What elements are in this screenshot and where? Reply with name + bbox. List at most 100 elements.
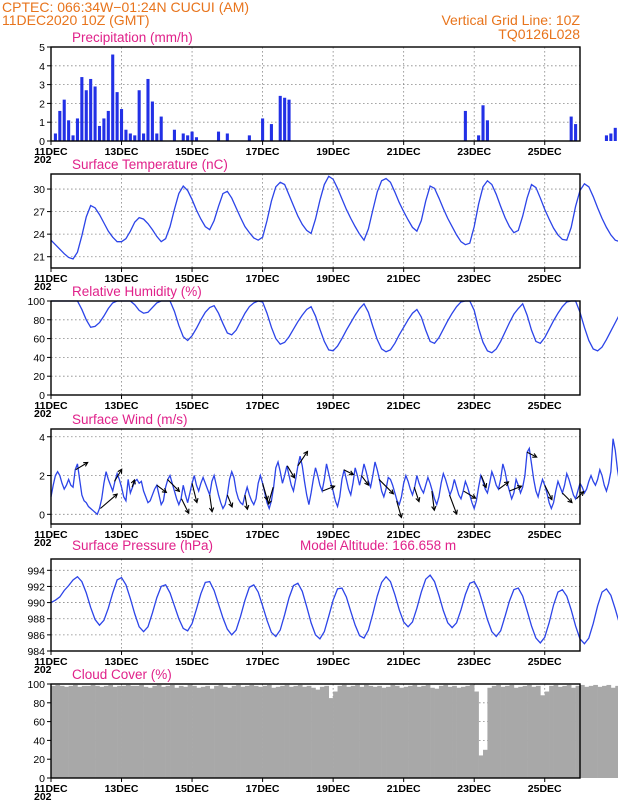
cloud-bar [580, 684, 585, 778]
wind-arrow [378, 479, 395, 495]
cloud-bar [73, 684, 78, 778]
precip-bar [106, 110, 110, 141]
precipitation-xtick-label: 15DEC [175, 146, 209, 158]
cloud-bar [236, 684, 241, 778]
cloud-bar [130, 685, 136, 778]
precipitation-ytick-label: 1 [39, 117, 45, 129]
wind-arrow [262, 483, 269, 502]
precip-bar [93, 86, 97, 141]
precipitation-ytick-label: 4 [39, 61, 45, 73]
cloud-bar [139, 684, 144, 778]
cloud-cover-ytick-label: 60 [33, 717, 45, 729]
cloud-bar [359, 686, 365, 778]
precipitation-panel: Precipitation (mm/h) 0 1 2 3 4 5 11DEC 13DEC 15DE… [34, 30, 617, 166]
cloud-bar [535, 685, 541, 778]
precipitation-ytick-label: 5 [39, 42, 45, 54]
cloud-bar [77, 686, 83, 778]
temperature-line [50, 175, 618, 260]
wind-arrow [114, 468, 123, 482]
wind-xtick-label: 25DEC [528, 529, 562, 541]
temperature-frame [50, 173, 581, 269]
cloud-bar [584, 686, 590, 778]
precip-bar [269, 124, 273, 141]
temperature-xtick-label: 23DEC [457, 273, 491, 285]
humidity-ytick-label: 0 [39, 390, 45, 402]
cloud-bar [509, 684, 515, 778]
cloud-bar [540, 695, 546, 778]
humidity-ytick-label: 80 [33, 315, 45, 327]
pressure-ytick-label: 994 [27, 565, 45, 577]
temperature-panel: Surface Temperature (nC) 21 24 27 30 11DEC 13D… [33, 157, 618, 293]
precip-bar [287, 99, 291, 141]
wind-xtick-label: 11DEC [34, 529, 68, 541]
cloud-bar [112, 686, 118, 778]
cloud-bar [249, 684, 255, 778]
cloud-bar [447, 686, 453, 778]
cloud-cover-xtick-label: 15DEC [175, 783, 209, 795]
cloud-cover-xtick-label: 13DEC [105, 783, 139, 795]
precip-bar [80, 77, 84, 141]
precip-bar [278, 95, 282, 141]
wind-arrow [480, 475, 488, 489]
cloud-bar [434, 688, 440, 778]
cloud-bar [368, 685, 374, 778]
humidity-ytick-label: 100 [27, 296, 45, 308]
cloud-bar [156, 684, 162, 778]
precipitation-xtick-label: 11DEC [34, 146, 68, 158]
wind-arrow [191, 483, 199, 504]
temperature-ytick-label: 24 [33, 229, 45, 241]
wind-arrow [498, 481, 510, 490]
temperature-xtick-label: 13DEC [105, 273, 139, 285]
cloud-bar [500, 686, 506, 778]
cloud-cover-panel: Cloud Cover (%) 0 20 40 60 80 100 11DEC 13DEC 15D… [27, 667, 618, 800]
humidity-xtick-label: 23DEC [457, 400, 491, 412]
wind-arrow [286, 465, 296, 479]
cloud-bar [588, 685, 594, 778]
cloud-bar [209, 688, 215, 778]
precip-bar [97, 125, 102, 141]
cloud-cover-xtick-label: 25DEC [528, 783, 562, 795]
precipitation-xtick-label: 19DEC [316, 146, 350, 158]
cloud-bar [271, 687, 277, 778]
precip-bar [111, 54, 115, 141]
cloud-bar [258, 686, 263, 778]
cloud-bar [615, 685, 618, 778]
precip-bar [115, 92, 119, 141]
cloud-bar [412, 684, 418, 778]
cloud-bar [328, 698, 334, 778]
pressure-ytick-label: 988 [27, 614, 45, 626]
cloud-bar [456, 687, 462, 778]
precip-bar [146, 78, 150, 141]
cloud-bar [81, 685, 87, 778]
temperature-marks [50, 175, 618, 260]
cloud-bar [152, 685, 158, 778]
cloud-bar [416, 686, 422, 778]
cloud-bar [377, 685, 382, 778]
precip-bar [569, 116, 573, 141]
cloud-bar [293, 685, 299, 778]
cloud-bar [315, 689, 321, 778]
cloud-bar [95, 685, 100, 778]
cloud-bar [496, 684, 501, 778]
precip-bar [84, 90, 88, 141]
cloud-bar [408, 685, 413, 778]
cloud-bar [399, 687, 404, 778]
precip-bar [128, 133, 132, 141]
wind-arrow [509, 485, 523, 492]
wind-arrow [360, 475, 370, 487]
cloud-bar [103, 685, 109, 778]
pressure-model-altitude: Model Altitude: 166.658 m [300, 538, 456, 553]
cloud-bar [531, 686, 537, 778]
wind-arrow [526, 451, 538, 458]
precipitation-xtick-label: 13DEC [105, 146, 139, 158]
humidity-title: Relative Humidity (%) [72, 284, 202, 299]
wind-title: Surface Wind (m/s) [72, 412, 188, 427]
wind-arrow [180, 498, 190, 515]
header-code: TQ0126L028 [498, 26, 580, 42]
precip-bar [186, 135, 190, 141]
precip-bar [477, 135, 481, 141]
cloud-bar [430, 687, 435, 778]
precipitation-ytick-label: 2 [39, 98, 45, 110]
cloud-bar [68, 685, 74, 778]
cloud-bar [443, 684, 449, 778]
